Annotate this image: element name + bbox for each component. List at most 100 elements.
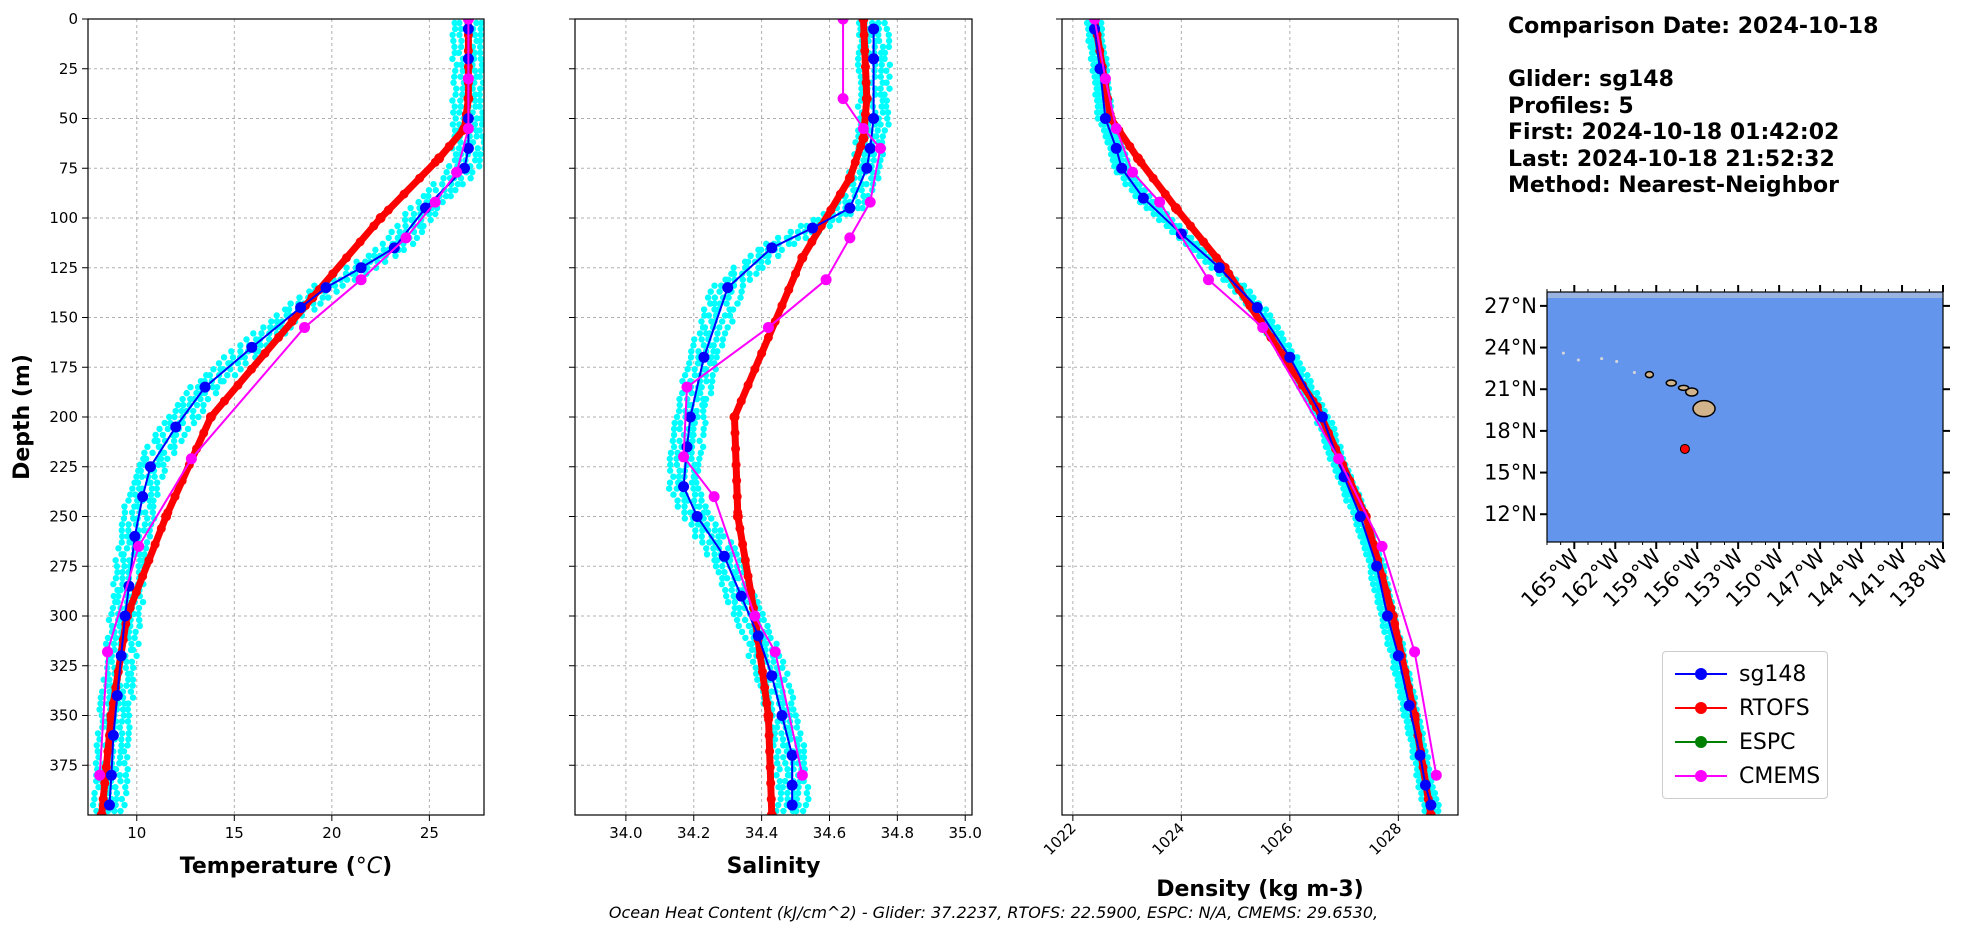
data-point-sg148	[1089, 23, 1101, 35]
glider-raw-point	[777, 789, 785, 797]
glider-raw-point	[735, 622, 742, 630]
glider-raw-point	[96, 706, 103, 713]
legend-swatch-sg148	[1673, 659, 1729, 689]
glider-raw-point	[449, 31, 456, 39]
glider-raw-point	[779, 783, 786, 791]
glider-raw-point	[108, 658, 115, 665]
glider-raw-point	[451, 103, 458, 110]
glider-raw-point	[719, 318, 726, 325]
glider-raw-point	[476, 163, 483, 170]
glider-raw-point	[729, 306, 737, 313]
glider-raw-point	[684, 366, 691, 373]
glider-raw-point	[863, 180, 870, 188]
data-point-sg148	[776, 710, 788, 721]
glider-raw-point	[711, 282, 718, 289]
glider-raw-point	[123, 545, 131, 552]
data-point-sg148	[115, 650, 127, 662]
data-point-cmems	[102, 646, 114, 658]
glider-raw-point	[267, 324, 274, 331]
data-point-cmems	[299, 321, 311, 333]
glider-raw-point	[700, 431, 707, 439]
legend-label: RTOFS	[1739, 695, 1810, 721]
glider-raw-point	[725, 294, 732, 301]
data-point-rtofs	[757, 667, 767, 677]
glider-raw-point	[150, 497, 157, 504]
plot-area	[89, 19, 484, 815]
data-point-cmems	[857, 122, 869, 134]
data-point-sg148	[1116, 162, 1128, 174]
data-point-rtofs	[856, 141, 866, 151]
data-point-cmems	[837, 19, 849, 25]
glider-raw-point	[1280, 336, 1287, 343]
glider-raw-point	[700, 342, 708, 349]
glider-raw-point	[667, 449, 675, 457]
glider-raw-point	[878, 103, 885, 110]
glider-raw-point	[157, 455, 165, 462]
glider-raw-point	[477, 55, 484, 62]
glider-raw-point	[89, 801, 97, 809]
glider-raw-point	[810, 216, 817, 224]
glider-raw-point	[213, 383, 221, 391]
glider-raw-point	[804, 783, 812, 791]
glider-raw-point	[885, 31, 892, 39]
glider-raw-point	[114, 569, 121, 576]
data-point-rtofs	[1393, 635, 1403, 645]
glider-raw-point	[206, 372, 214, 379]
series-line-cmems	[1093, 19, 1438, 776]
glider-raw-point	[394, 222, 401, 230]
map-lat-label: 18°N	[1484, 419, 1537, 443]
data-point-sg148	[722, 282, 734, 294]
glider-raw-point	[450, 79, 457, 86]
glider-raw-point	[775, 801, 782, 809]
series-line-sg148	[682, 28, 875, 806]
glider-raw-point	[127, 688, 135, 695]
glider-raw-point	[771, 736, 779, 743]
data-point-rtofs	[791, 269, 801, 279]
glider-raw-point	[1369, 580, 1377, 588]
glider-raw-point	[735, 574, 742, 582]
data-point-rtofs	[858, 133, 869, 144]
glider-raw-point	[1246, 288, 1254, 295]
map-small-island	[1632, 371, 1636, 375]
glider-raw-point	[1266, 312, 1274, 319]
glider-raw-point	[1187, 234, 1195, 242]
data-point-sg148	[1354, 511, 1366, 522]
glider-raw-point	[690, 497, 698, 504]
data-point-rtofs	[738, 539, 748, 549]
glider-raw-point	[736, 610, 743, 618]
glider-raw-point	[669, 437, 676, 445]
glider-raw-point	[676, 467, 683, 474]
data-point-cmems	[1376, 540, 1388, 552]
glider-raw-point	[144, 443, 151, 451]
data-point-sg148	[295, 302, 307, 314]
glider-raw-point	[703, 551, 711, 558]
data-point-cmems	[185, 453, 197, 465]
data-point-cmems	[749, 610, 761, 622]
glider-raw-point	[120, 515, 128, 522]
glider-raw-point	[701, 401, 709, 409]
glider-raw-point	[1368, 574, 1375, 582]
glider-raw-point	[720, 533, 727, 540]
glider-raw-point	[118, 533, 126, 540]
glider-raw-point	[122, 664, 130, 671]
data-point-rtofs	[444, 141, 454, 151]
map-small-island	[1561, 351, 1565, 355]
glider-raw-point	[119, 706, 127, 713]
data-point-rtofs	[156, 523, 166, 533]
glider-raw-point	[785, 240, 793, 248]
glider-raw-point	[719, 342, 726, 349]
glider-raw-point	[454, 180, 462, 188]
data-point-sg148	[786, 779, 798, 791]
glider-raw-point	[106, 688, 113, 695]
glider-raw-point	[150, 503, 157, 510]
data-point-sg148	[766, 670, 778, 682]
data-point-rtofs	[763, 332, 773, 342]
glider-raw-point	[733, 616, 741, 624]
glider-raw-point	[324, 294, 332, 301]
glider-raw-point	[118, 521, 126, 528]
glider-raw-point	[717, 527, 724, 534]
glider-raw-point	[480, 139, 484, 146]
legend-item-cmems: CMEMS	[1673, 761, 1820, 791]
glider-raw-point	[711, 527, 719, 534]
legend-label: sg148	[1739, 661, 1807, 687]
